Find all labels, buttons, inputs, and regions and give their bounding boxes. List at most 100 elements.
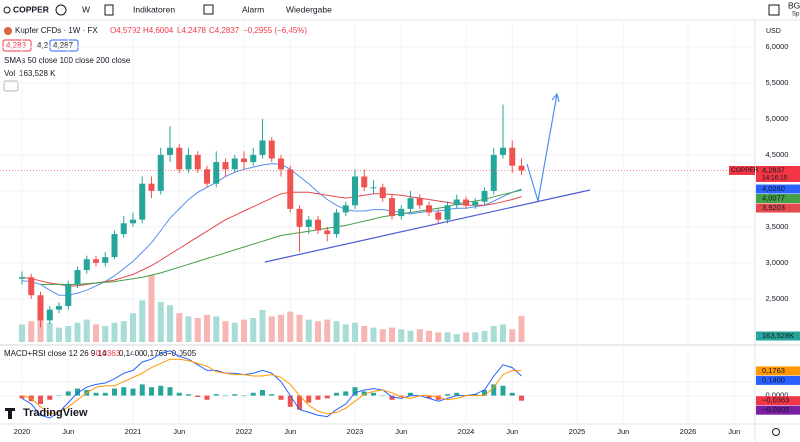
symbol[interactable]: COPPER [13, 4, 49, 14]
y-tick-label: 5,0000 [766, 114, 789, 123]
y-tick-label: 2,5000 [766, 294, 789, 303]
y-tick-label: 5,5000 [766, 78, 789, 87]
candle-body [500, 147, 506, 155]
candle-body [65, 284, 72, 307]
projection[interactable] [526, 93, 558, 202]
y-tick-label: 6,0000 [766, 42, 789, 51]
layouts[interactable] [203, 4, 214, 15]
candle-body [296, 208, 303, 227]
volume-bar [167, 305, 173, 342]
settings[interactable] [772, 428, 780, 436]
account-sub[interactable]: Sp [792, 12, 800, 18]
candle-body [241, 158, 247, 163]
candle-body [204, 169, 210, 184]
currency[interactable]: USD [766, 28, 781, 35]
price-badge [756, 405, 800, 415]
macd-histogram [223, 395, 228, 397]
candle-body [231, 158, 238, 170]
trend-line[interactable] [264, 189, 591, 263]
volume-bar [222, 321, 229, 342]
price-badge-label: 0,1400 [762, 375, 785, 384]
macd-histogram [102, 392, 108, 396]
x-tick-label: Jun [506, 427, 518, 436]
x-tick-label: Jun [395, 427, 407, 436]
replay[interactable]: Wiedergabe [286, 4, 332, 14]
plot [0, 104, 755, 419]
indicators[interactable]: Indikatoren [133, 4, 175, 14]
moving-average [21, 191, 522, 287]
macd-histogram [519, 395, 524, 401]
candle-body [268, 140, 275, 159]
add-symbol[interactable] [55, 4, 67, 16]
macd-histogram [112, 388, 117, 396]
volume-bar [19, 324, 25, 342]
x-tick-label: Jun [617, 427, 629, 436]
price-badge-label: −0,0505 [762, 405, 789, 414]
macd-histogram [139, 384, 145, 396]
volume-bar [65, 326, 72, 342]
vol-value: 163,528 K [19, 69, 56, 78]
volume-bar [379, 329, 386, 342]
price-badge-label: 3,9203 [762, 203, 785, 212]
collapse[interactable] [3, 80, 19, 92]
volume-bar [111, 322, 118, 342]
fullscreen[interactable] [768, 4, 780, 16]
candle-body [74, 270, 81, 285]
price-badge-time: 14:16:15 [762, 175, 788, 182]
bid[interactable]: 4,283 [6, 41, 27, 50]
volume-bar [426, 330, 432, 342]
macd-histogram [306, 395, 312, 403]
sell-box[interactable] [2, 39, 32, 52]
volume-bar [56, 327, 62, 342]
alert[interactable]: Alarm [242, 4, 264, 14]
axis: 2020 Jun 2021 Jun 2022 Jun 2023 Jun 2024 Jun 2025 J… [14, 42, 800, 436]
macd-histogram [371, 392, 376, 396]
macd-histogram [334, 392, 339, 396]
macd-histogram [343, 391, 349, 396]
x-tick-label: 2022 [236, 427, 253, 436]
x-tick-label: 2020 [14, 427, 31, 436]
candle-body [167, 147, 173, 155]
candle-body [370, 187, 377, 189]
macd-histogram [75, 388, 80, 396]
macd-histogram [426, 395, 432, 399]
candle-body [250, 154, 257, 163]
interval[interactable]: W [82, 4, 90, 14]
candle-body [102, 257, 109, 263]
macd-histogram [287, 395, 293, 407]
macd-histogram [232, 394, 238, 396]
price-badge [756, 375, 800, 385]
volume-bar [194, 318, 201, 342]
candle-body [213, 162, 220, 184]
volume-bar [490, 326, 497, 342]
chart-type[interactable] [104, 4, 114, 16]
candle-body [176, 147, 183, 170]
candle-body [120, 223, 127, 235]
x-tick-label: 2025 [569, 427, 586, 436]
x-tick-label: Jun [62, 427, 74, 436]
legend-title: Kupfer CFDs · 1W · FX [15, 26, 98, 35]
candle-body [305, 219, 312, 227]
volume-bar [120, 321, 127, 342]
volume-bar [481, 330, 488, 342]
volume-bar [139, 300, 146, 342]
grid [0, 20, 755, 424]
volume-bar [268, 316, 275, 342]
volume-bar [435, 332, 442, 342]
macd-histogram [195, 395, 201, 397]
account[interactable]: BGI [788, 0, 800, 10]
macd-histogram [408, 392, 413, 396]
ask[interactable]: 4,287 [53, 41, 74, 50]
candle-body [139, 183, 146, 220]
volume-bar [500, 324, 506, 342]
buy-box[interactable] [49, 39, 79, 52]
price-badge [756, 194, 800, 204]
macd-histogram [38, 395, 43, 404]
macd-histogram [149, 387, 154, 396]
search-icon[interactable] [3, 6, 11, 14]
price-badge [756, 203, 800, 213]
volume-bar [370, 327, 377, 342]
sma-legend: SMAs 50 close 100 close 200 close [4, 56, 131, 65]
volume-bar [148, 274, 155, 342]
